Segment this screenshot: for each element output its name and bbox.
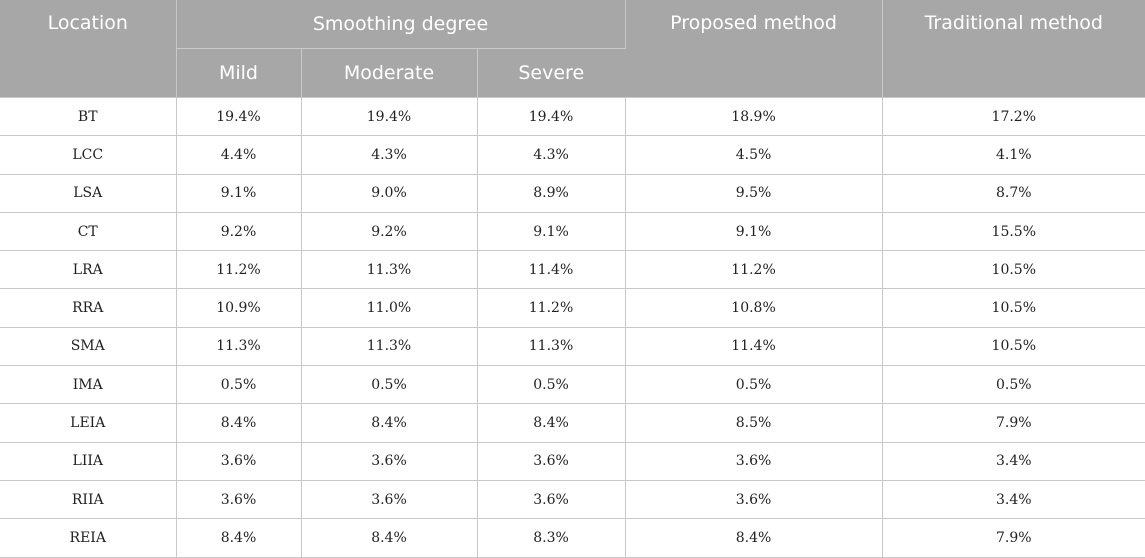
cell-moderate: 9.2% — [301, 212, 478, 252]
cell-severe: 3.6% — [477, 442, 626, 481]
header-location: Location — [0, 0, 177, 98]
cell-location: LIIA — [0, 442, 177, 481]
cell-proposed: 3.6% — [625, 442, 883, 481]
header-proposed-method: Proposed method — [625, 0, 883, 98]
cell-moderate: 11.3% — [301, 250, 478, 290]
table-row: SMA 11.3% 11.3% 11.3% 11.4% 10.5% — [0, 327, 1145, 367]
cell-mild: 11.2% — [176, 250, 302, 290]
cell-mild: 8.4% — [176, 518, 302, 558]
cell-traditional: 7.9% — [882, 518, 1145, 558]
cell-moderate: 19.4% — [301, 97, 478, 137]
cell-severe: 8.4% — [477, 403, 626, 443]
cell-mild: 19.4% — [176, 97, 302, 137]
table-row: LSA 9.1% 9.0% 8.9% 9.5% 8.7% — [0, 174, 1145, 213]
cell-proposed: 9.5% — [625, 174, 883, 213]
cell-location: CT — [0, 212, 177, 252]
cell-location: RRA — [0, 288, 177, 328]
cell-location: REIA — [0, 518, 177, 558]
cell-traditional: 15.5% — [882, 212, 1145, 252]
cell-mild: 4.4% — [176, 135, 302, 175]
cell-proposed: 8.4% — [625, 518, 883, 558]
table-row: BT 19.4% 19.4% 19.4% 18.9% 17.2% — [0, 97, 1145, 137]
cell-proposed: 9.1% — [625, 212, 883, 252]
cell-moderate: 3.6% — [301, 480, 478, 520]
cell-moderate: 3.6% — [301, 442, 478, 481]
cell-proposed: 11.2% — [625, 250, 883, 290]
cell-proposed: 8.5% — [625, 403, 883, 443]
header-traditional-method: Traditional method — [882, 0, 1145, 98]
cell-mild: 10.9% — [176, 288, 302, 328]
cell-severe: 11.4% — [477, 250, 626, 290]
cell-severe: 9.1% — [477, 212, 626, 252]
table-body: BT 19.4% 19.4% 19.4% 18.9% 17.2% LCC 4.4% 4.3% 4.… — [0, 97, 1145, 558]
cell-location: LSA — [0, 174, 177, 213]
header-severe: Severe — [477, 48, 626, 98]
table-row: REIA 8.4% 8.4% 8.3% 8.4% 7.9% — [0, 518, 1145, 558]
cell-moderate: 8.4% — [301, 518, 478, 558]
cell-proposed: 10.8% — [625, 288, 883, 328]
cell-location: LEIA — [0, 403, 177, 443]
header-smoothing-degree: Smoothing degree — [176, 0, 626, 49]
table-row: LCC 4.4% 4.3% 4.3% 4.5% 4.1% — [0, 135, 1145, 175]
cell-location: RIIA — [0, 480, 177, 520]
cell-traditional: 10.5% — [882, 327, 1145, 367]
table-row: RIIA 3.6% 3.6% 3.6% 3.6% 3.4% — [0, 480, 1145, 520]
cell-proposed: 11.4% — [625, 327, 883, 367]
cell-traditional: 3.4% — [882, 442, 1145, 481]
table-row: IMA 0.5% 0.5% 0.5% 0.5% 0.5% — [0, 365, 1145, 405]
cell-mild: 8.4% — [176, 403, 302, 443]
cell-location: IMA — [0, 365, 177, 405]
cell-severe: 8.3% — [477, 518, 626, 558]
cell-location: BT — [0, 97, 177, 137]
table-row: RRA 10.9% 11.0% 11.2% 10.8% 10.5% — [0, 288, 1145, 328]
cell-severe: 11.3% — [477, 327, 626, 367]
cell-traditional: 8.7% — [882, 174, 1145, 213]
cell-proposed: 18.9% — [625, 97, 883, 137]
cell-severe: 4.3% — [477, 135, 626, 175]
header-mild: Mild — [176, 48, 302, 98]
cell-mild: 9.1% — [176, 174, 302, 213]
cell-proposed: 3.6% — [625, 480, 883, 520]
table-row: LIIA 3.6% 3.6% 3.6% 3.6% 3.4% — [0, 442, 1145, 481]
cell-proposed: 4.5% — [625, 135, 883, 175]
cell-traditional: 4.1% — [882, 135, 1145, 175]
cell-location: LRA — [0, 250, 177, 290]
cell-traditional: 10.5% — [882, 288, 1145, 328]
cell-moderate: 11.0% — [301, 288, 478, 328]
cell-location: LCC — [0, 135, 177, 175]
table-row: LRA 11.2% 11.3% 11.4% 11.2% 10.5% — [0, 250, 1145, 290]
table-header: Location Smoothing degree Proposed metho… — [0, 0, 1145, 98]
cell-moderate: 11.3% — [301, 327, 478, 367]
cell-traditional: 17.2% — [882, 97, 1145, 137]
table-row: CT 9.2% 9.2% 9.1% 9.1% 15.5% — [0, 212, 1145, 252]
cell-severe: 3.6% — [477, 480, 626, 520]
cell-mild: 3.6% — [176, 480, 302, 520]
cell-traditional: 3.4% — [882, 480, 1145, 520]
cell-mild: 0.5% — [176, 365, 302, 405]
cell-traditional: 10.5% — [882, 250, 1145, 290]
cell-moderate: 4.3% — [301, 135, 478, 175]
cell-mild: 3.6% — [176, 442, 302, 481]
cell-proposed: 0.5% — [625, 365, 883, 405]
cell-severe: 8.9% — [477, 174, 626, 213]
header-moderate: Moderate — [301, 48, 478, 98]
cell-mild: 9.2% — [176, 212, 302, 252]
cell-moderate: 8.4% — [301, 403, 478, 443]
cell-severe: 19.4% — [477, 97, 626, 137]
cell-severe: 0.5% — [477, 365, 626, 405]
cell-moderate: 9.0% — [301, 174, 478, 213]
cell-severe: 11.2% — [477, 288, 626, 328]
cell-location: SMA — [0, 327, 177, 367]
cell-mild: 11.3% — [176, 327, 302, 367]
cell-traditional: 0.5% — [882, 365, 1145, 405]
cell-moderate: 0.5% — [301, 365, 478, 405]
cell-traditional: 7.9% — [882, 403, 1145, 443]
table-row: LEIA 8.4% 8.4% 8.4% 8.5% 7.9% — [0, 403, 1145, 443]
